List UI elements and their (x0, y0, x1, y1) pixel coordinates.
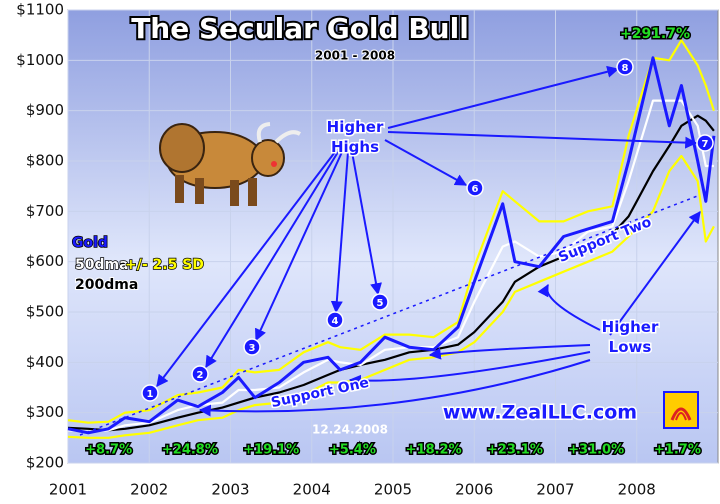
website-label: www.ZealLLC.com (443, 402, 637, 424)
y-tick-label: $200 (26, 454, 64, 472)
y-tick-label: $700 (26, 202, 64, 220)
total-gain-label: +291.7% (620, 26, 690, 42)
legend-entry: Gold (72, 235, 108, 251)
high-marker-label: 2 (197, 370, 204, 381)
x-tick-label: 2001 (49, 481, 87, 499)
x-tick-label: 2006 (455, 481, 493, 499)
x-tick-label: 2002 (130, 481, 168, 499)
high-marker-label: 7 (702, 139, 709, 150)
y-tick-label: $1000 (16, 51, 64, 69)
year-return-label: +5.4% (329, 443, 376, 458)
y-tick-label: $1100 (16, 1, 64, 19)
higher-highs-label: Higher Highs (327, 118, 384, 156)
y-tick-label: $900 (26, 101, 64, 119)
year-return-label: +31.0% (568, 443, 624, 458)
high-marker-label: 5 (377, 298, 384, 309)
y-tick-label: $300 (26, 403, 64, 421)
high-marker (191, 365, 209, 383)
band-line (67, 154, 715, 439)
y-tick-label: $600 (26, 252, 64, 270)
x-tick-label: 2004 (293, 481, 331, 499)
legend-entry: 50dma (75, 257, 129, 273)
high-marker (326, 311, 344, 329)
high-marker (696, 134, 714, 152)
bull-illustration (159, 122, 302, 206)
high-marker-label: 3 (249, 343, 256, 354)
high-marker (371, 293, 389, 311)
high-marker-label: 6 (472, 184, 479, 195)
chart-subtitle: 2001 - 2008 (315, 49, 395, 63)
year-return-label: +1.7% (654, 443, 701, 458)
y-tick-label: $400 (26, 353, 64, 371)
higher-lows-label: Higher Lows (602, 318, 659, 356)
year-return-label: +23.1% (487, 443, 543, 458)
high-marker-label: 1 (147, 389, 154, 400)
date-label: 12.24.2008 (312, 423, 388, 437)
series-line (67, 56, 716, 435)
year-return-label: +8.7% (85, 443, 132, 458)
year-return-label: +18.2% (406, 443, 462, 458)
chart-title: The Secular Gold Bull (131, 12, 469, 45)
high-marker (466, 179, 484, 197)
legend-entry: +/- 2.5 SD (125, 257, 204, 273)
high-marker (616, 58, 634, 76)
legend-entry: 200dma (75, 277, 138, 293)
high-marker (141, 384, 159, 402)
x-tick-label: 2005 (374, 481, 412, 499)
series-line (67, 114, 715, 432)
y-tick-label: $500 (26, 303, 64, 321)
high-marker-label: 8 (622, 63, 629, 74)
x-tick-label: 2007 (536, 481, 574, 499)
high-marker (243, 338, 261, 356)
high-marker-label: 4 (332, 316, 339, 327)
x-tick-label: 2008 (618, 481, 656, 499)
y-tick-label: $800 (26, 152, 64, 170)
year-return-label: +19.1% (243, 443, 299, 458)
year-return-label: +24.8% (162, 443, 218, 458)
x-tick-label: 2003 (211, 481, 249, 499)
logo (663, 391, 699, 429)
arrows (79, 65, 701, 436)
